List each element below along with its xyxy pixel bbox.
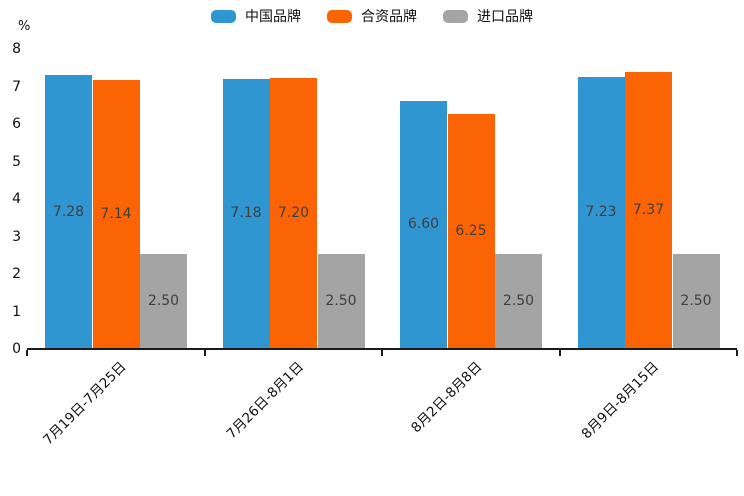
bar-value-label: 7.20 bbox=[277, 205, 310, 221]
bar-value-label: 7.14 bbox=[100, 206, 132, 223]
chart-legend: 中国品牌 合资品牌 进口品牌 bbox=[0, 6, 744, 26]
legend-swatch-icon bbox=[211, 9, 236, 23]
bar-中国品牌-2 bbox=[400, 100, 447, 348]
legend-label: 中国品牌 bbox=[245, 9, 301, 25]
x-axis-tick bbox=[26, 350, 28, 356]
bar-合资品牌-0 bbox=[92, 80, 140, 348]
y-axis-tick-label: 4 bbox=[12, 191, 21, 207]
x-axis-tick bbox=[736, 350, 738, 356]
x-axis-category-label: 7月19日-7月25日 bbox=[40, 358, 130, 449]
bar-value-label: 6.60 bbox=[407, 216, 440, 233]
x-axis-tick bbox=[558, 350, 561, 356]
bar-中国品牌-0 bbox=[45, 75, 92, 348]
y-axis-tick-label: 0 bbox=[12, 341, 21, 357]
bar-合资品牌-2 bbox=[447, 113, 495, 348]
y-axis-tick-label: 6 bbox=[12, 116, 21, 132]
y-axis-tick-label: 5 bbox=[12, 153, 21, 170]
bar-进口品牌-2 bbox=[495, 254, 542, 348]
x-axis-category-label: 8月2日-8月8日 bbox=[407, 358, 485, 437]
legend-item-0: 中国品牌 bbox=[211, 6, 301, 26]
bar-中国品牌-3 bbox=[577, 76, 625, 348]
bar-中国品牌-1 bbox=[222, 78, 270, 348]
bar-进口品牌-1 bbox=[317, 254, 365, 348]
legend-label: 进口品牌 bbox=[477, 9, 533, 25]
bar-value-label: 7.18 bbox=[230, 205, 262, 222]
x-axis-category-label: 7月26日-8月1日 bbox=[224, 358, 308, 443]
x-axis-line bbox=[27, 348, 737, 350]
bar-进口品牌-3 bbox=[672, 254, 720, 348]
y-axis-tick-label: 8 bbox=[12, 41, 21, 57]
bar-value-label: 2.50 bbox=[147, 293, 180, 310]
bar-value-label: 7.28 bbox=[52, 203, 85, 220]
y-axis-tick-label: 3 bbox=[12, 228, 21, 245]
y-axis-tick-label: 7 bbox=[12, 78, 21, 95]
bar-value-label: 2.50 bbox=[680, 293, 712, 310]
bar-value-label: 2.50 bbox=[325, 293, 357, 310]
y-axis-tick-label: 1 bbox=[12, 303, 21, 320]
bar-value-label: 7.37 bbox=[632, 201, 665, 218]
bar-value-label: 6.25 bbox=[455, 222, 487, 239]
x-axis-tick bbox=[203, 350, 206, 356]
legend-swatch-icon bbox=[327, 9, 352, 23]
legend-item-2: 进口品牌 bbox=[443, 6, 533, 26]
bar-合资品牌-1 bbox=[270, 78, 317, 348]
legend-label: 合资品牌 bbox=[361, 9, 417, 25]
legend-item-1: 合资品牌 bbox=[327, 6, 417, 26]
bar-进口品牌-0 bbox=[140, 254, 187, 348]
y-axis-tick-label: 2 bbox=[12, 266, 21, 282]
bar-合资品牌-3 bbox=[625, 71, 672, 348]
bar-value-label: 2.50 bbox=[502, 293, 535, 310]
bar-value-label: 7.23 bbox=[585, 204, 617, 221]
x-axis-tick bbox=[381, 350, 383, 356]
x-axis-category-label: 8月9日-8月15日 bbox=[579, 358, 663, 443]
y-axis-unit-label: % bbox=[18, 19, 31, 34]
legend-swatch-icon bbox=[443, 9, 468, 23]
